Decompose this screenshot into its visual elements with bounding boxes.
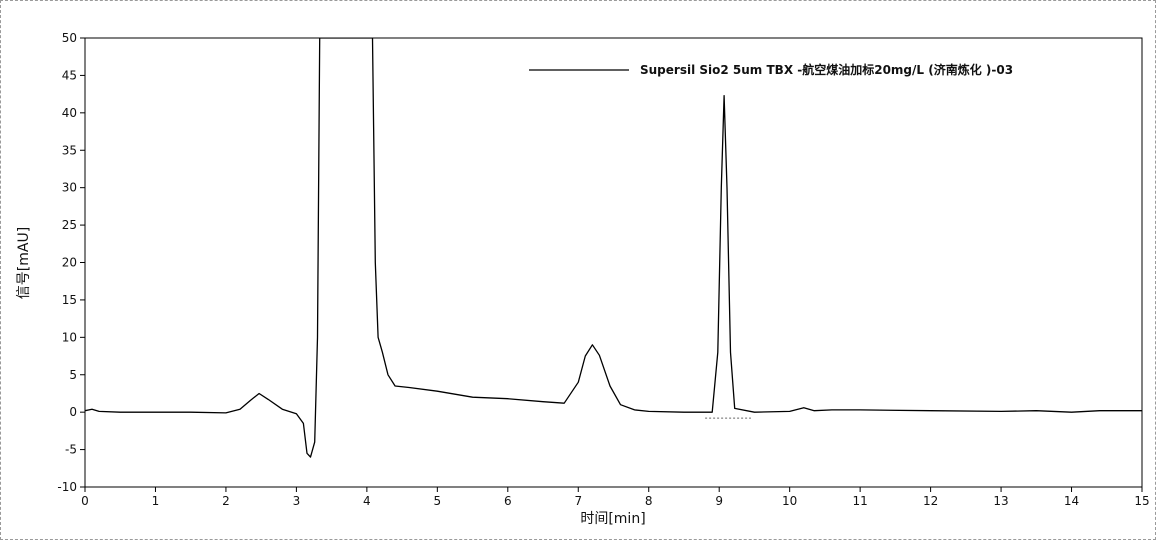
x-tick-label: 15	[1134, 494, 1149, 508]
y-axis-title: 信号[mAU]	[16, 227, 32, 299]
x-tick-label: 9	[715, 494, 723, 508]
x-tick-label: 8	[645, 494, 653, 508]
x-tick-label: 14	[1064, 494, 1079, 508]
series-layer	[85, 38, 1142, 458]
y-tick-label: 50	[62, 31, 77, 45]
x-axis-title: 时间[min]	[580, 511, 645, 527]
x-axis-ticks: 0 1 2 3 4 5 6 7 8 9 10 11 12 13 14 15	[81, 487, 1150, 508]
y-tick-label: 25	[62, 218, 77, 232]
y-tick-label: 15	[62, 293, 77, 307]
plot-area	[84, 37, 1143, 488]
x-tick-label: 6	[504, 494, 512, 508]
x-tick-label: 12	[923, 494, 938, 508]
x-tick-label: 10	[782, 494, 797, 508]
y-tick-label: 30	[62, 181, 77, 195]
y-tick-label: 20	[62, 256, 77, 270]
x-tick-label: 2	[222, 494, 230, 508]
x-tick-label: 1	[152, 494, 160, 508]
series-line	[85, 38, 1142, 458]
y-tick-label: 40	[62, 106, 77, 120]
x-tick-label: 4	[363, 494, 371, 508]
x-tick-label: 13	[993, 494, 1008, 508]
x-tick-label: 0	[81, 494, 89, 508]
x-tick-label: 5	[434, 494, 442, 508]
x-tick-label: 11	[852, 494, 867, 508]
x-tick-label: 7	[574, 494, 582, 508]
y-tick-label: 10	[62, 330, 77, 344]
y-tick-label: 45	[62, 68, 77, 82]
y-tick-label: -10	[57, 480, 77, 494]
legend-label: Supersil Sio2 5um TBX -航空煤油加标20mg/L (济南炼…	[640, 62, 1013, 77]
y-tick-label: 0	[69, 405, 77, 419]
y-tick-label: 5	[69, 368, 77, 382]
legend: Supersil Sio2 5um TBX -航空煤油加标20mg/L (济南炼…	[529, 62, 1013, 77]
x-tick-label: 3	[293, 494, 301, 508]
y-tick-label: 35	[62, 143, 77, 157]
y-axis-ticks: -10 -5 0 5 10 15 20 25 30 35 40 45 50	[57, 31, 85, 494]
y-tick-label: -5	[65, 443, 77, 457]
